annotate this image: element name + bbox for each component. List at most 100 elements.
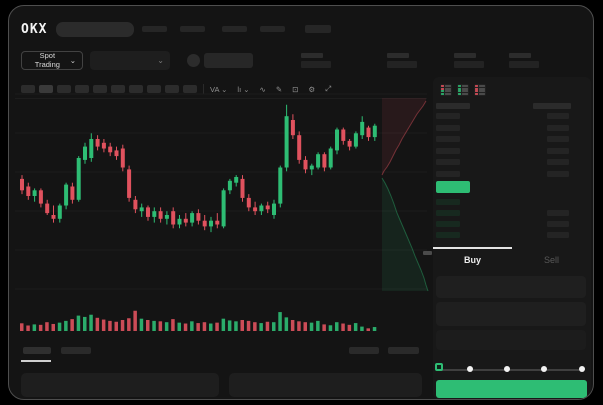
ask-row-amount [547, 159, 569, 165]
stat-value [387, 60, 417, 68]
buy-submit-button[interactable] [436, 380, 587, 398]
ask-row-price[interactable] [436, 124, 460, 131]
market-stats [301, 52, 539, 68]
timeframe-button-9[interactable] [165, 85, 179, 93]
market-stat-4 [509, 52, 539, 68]
bid-row-price[interactable] [436, 210, 460, 216]
orders-panel-left[interactable] [21, 373, 219, 397]
timeframe-button-5[interactable] [93, 85, 107, 93]
top-nav-bar: OKX [21, 20, 332, 38]
slider-step-dot[interactable] [541, 366, 547, 372]
pair-action-button[interactable] [204, 52, 253, 68]
ask-row-amount [547, 113, 569, 119]
ask-row-price[interactable] [436, 147, 460, 154]
trading-subheader: Spot Trading ⌄ ⌄ [21, 50, 539, 70]
fullscreen-tool-icon[interactable]: ⤢ [325, 84, 332, 93]
ob-icon-line [445, 87, 451, 90]
candle-style-dropdown-icon[interactable]: lı ⌄ [237, 84, 250, 94]
market-stat-2 [387, 52, 417, 68]
chart-settings-icon[interactable]: ⚙ [308, 84, 316, 94]
slider-handle[interactable] [435, 363, 443, 371]
ask-row-price[interactable] [436, 170, 460, 177]
stat-value [454, 60, 484, 68]
nav-item-3[interactable] [222, 26, 248, 32]
timeframe-button-3[interactable] [57, 85, 71, 93]
timeframe-button-1[interactable] [21, 85, 35, 93]
bid-row-price[interactable] [436, 221, 460, 227]
timeframe-button-6[interactable] [111, 85, 125, 93]
ask-row-price[interactable] [436, 136, 460, 142]
tab-buy[interactable]: Buy [463, 255, 481, 265]
nav-item-5[interactable] [305, 25, 332, 33]
stat-value [301, 60, 331, 68]
ob-icon-square [458, 87, 461, 90]
ob-icon-square [475, 90, 478, 93]
timeframe-button-2[interactable] [39, 85, 53, 93]
search-input[interactable] [56, 21, 135, 37]
volume-bars [20, 310, 377, 331]
ob-icon-line [445, 90, 451, 93]
order-book-trade-panel: Buy Sell [433, 77, 591, 399]
timeframe-button-10[interactable] [183, 85, 197, 93]
current-price-marker [423, 251, 432, 255]
stat-value [509, 60, 539, 68]
last-price-badge[interactable] [436, 181, 470, 193]
ob-icon-line [462, 87, 468, 90]
ob-icon-square [441, 90, 444, 93]
order-book-buy-view[interactable] [457, 84, 469, 96]
timeframe-button-7[interactable] [129, 85, 143, 93]
total-field[interactable] [436, 330, 586, 350]
slider-step-dot[interactable] [467, 366, 473, 372]
ask-row-price[interactable] [436, 113, 460, 119]
ob-icon-row [458, 87, 468, 90]
line-tool-icon[interactable]: ∿ [259, 84, 266, 94]
ob-icon-square [475, 85, 478, 87]
stat-label [454, 52, 476, 58]
timeframe-button-8[interactable] [147, 85, 161, 93]
okx-logo[interactable]: OKX [21, 21, 48, 37]
ob-icon-row [441, 85, 451, 87]
bottom-tab-active[interactable] [23, 347, 51, 354]
ob-icon-row [458, 85, 468, 87]
order-book-both-view[interactable] [440, 84, 452, 96]
tab-sell[interactable]: Sell [543, 255, 559, 265]
timeframe-button-4[interactable] [75, 85, 89, 93]
spot-trading-label: Spot Trading [34, 51, 60, 69]
price-field[interactable] [436, 276, 586, 298]
stat-label [301, 52, 323, 58]
market-stat-3 [454, 52, 484, 68]
draw-tool-icon[interactable]: ✎ [275, 84, 283, 94]
nav-links [134, 25, 332, 33]
screenshot-tool-icon[interactable]: ⊡ [292, 84, 299, 94]
slider-step-dot[interactable] [579, 366, 585, 372]
spot-trading-dropdown[interactable]: Spot Trading ⌄ [21, 50, 83, 70]
amount-field[interactable] [436, 302, 586, 326]
ob-icon-line [462, 92, 468, 95]
chart-footer-control-1[interactable] [349, 347, 379, 354]
slider-step-dot[interactable] [504, 366, 510, 372]
ask-row-price[interactable] [436, 159, 460, 165]
bid-row-price[interactable] [436, 199, 460, 205]
order-book-header-price [436, 103, 470, 109]
ob-icon-line [462, 85, 468, 87]
stat-label [387, 52, 409, 58]
nav-item-1[interactable] [142, 26, 168, 32]
bid-row-amount [547, 232, 569, 238]
nav-item-2[interactable] [180, 26, 206, 32]
chart-footer-control-2[interactable] [388, 347, 419, 354]
order-book-sell-view[interactable] [474, 84, 486, 96]
pair-select-dropdown[interactable]: ⌄ [90, 50, 170, 70]
app-window: OKX Spot Trading ⌄ ⌄ VA ⌄ lı ⌄ ∿ ✎ ⊡ ⚙ ⤢ Buy S… [8, 5, 594, 400]
ob-icon-row [475, 92, 485, 95]
amount-slider[interactable] [441, 369, 583, 371]
indicators-dropdown-icon[interactable]: VA ⌄ [210, 84, 228, 94]
bid-row-price[interactable] [436, 232, 460, 238]
bottom-tab-2[interactable] [61, 347, 91, 354]
ob-icon-square [475, 87, 478, 90]
ob-icon-line [479, 92, 485, 95]
orders-panel-right[interactable] [229, 373, 422, 397]
toolbar-divider [203, 84, 204, 94]
ob-icon-square [441, 92, 444, 95]
nav-item-4[interactable] [260, 26, 286, 32]
ob-icon-square [458, 85, 461, 87]
